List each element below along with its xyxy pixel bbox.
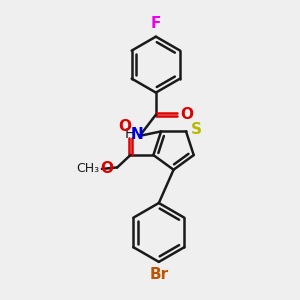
Text: H: H xyxy=(125,128,136,141)
Text: O: O xyxy=(180,107,193,122)
Text: S: S xyxy=(191,122,202,137)
Text: O: O xyxy=(118,119,132,134)
Text: N: N xyxy=(131,127,144,142)
Text: CH₃: CH₃ xyxy=(76,162,100,176)
Text: F: F xyxy=(151,16,161,31)
Text: Br: Br xyxy=(149,267,168,282)
Text: O: O xyxy=(100,161,113,176)
